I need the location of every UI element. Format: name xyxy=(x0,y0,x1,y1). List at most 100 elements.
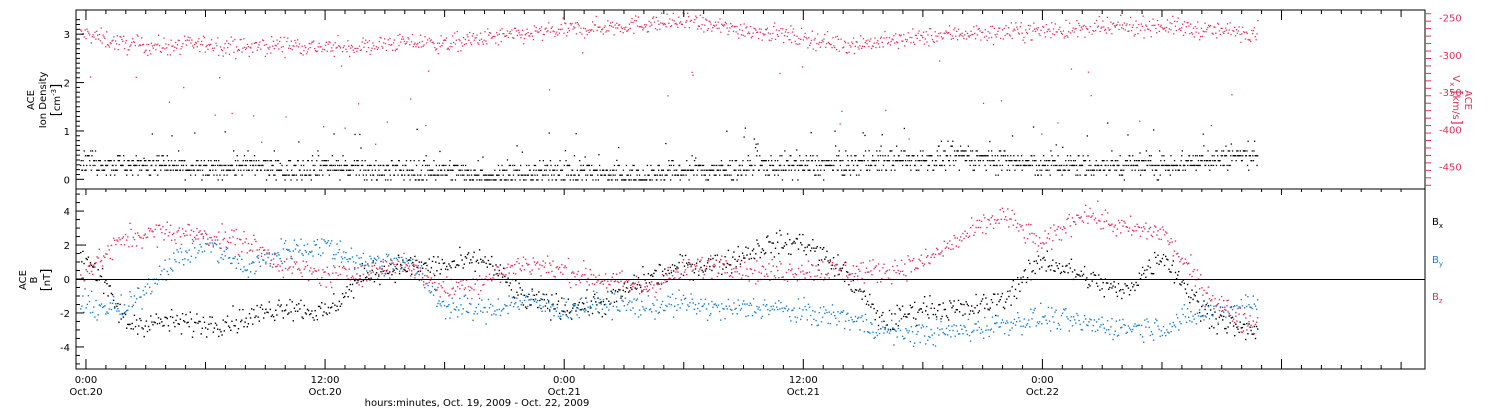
density-point xyxy=(707,179,709,181)
b-point xyxy=(646,290,648,293)
vx-point xyxy=(1104,29,1106,31)
density-point xyxy=(1049,174,1051,176)
density-point xyxy=(358,174,360,176)
vx-point xyxy=(146,43,148,46)
vx-point xyxy=(1081,28,1083,30)
vx-point xyxy=(171,45,173,47)
density-point xyxy=(411,174,413,176)
vx-point xyxy=(1158,30,1160,32)
b-point xyxy=(219,247,221,249)
density-point xyxy=(907,160,909,162)
vx-point xyxy=(747,33,749,35)
vx-point xyxy=(208,43,210,46)
vx-point xyxy=(1139,29,1142,31)
density-point xyxy=(225,169,228,171)
b-point xyxy=(322,314,324,317)
vx-point xyxy=(519,34,521,36)
density-point xyxy=(1184,169,1186,171)
b-point xyxy=(255,315,257,317)
density-point xyxy=(228,169,231,171)
density-point xyxy=(771,164,773,167)
b-point xyxy=(386,272,389,275)
vx-point xyxy=(1225,29,1228,31)
vx-point xyxy=(383,42,385,44)
density-point xyxy=(939,155,941,157)
b-point xyxy=(279,257,281,260)
b-point xyxy=(229,326,231,329)
b-point xyxy=(786,233,789,235)
vx-point xyxy=(245,48,247,51)
b-point xyxy=(520,304,522,306)
density-point xyxy=(590,174,592,176)
b-point xyxy=(783,245,785,247)
vx-point xyxy=(112,39,114,41)
vx-point xyxy=(337,34,339,37)
density-point xyxy=(199,169,201,171)
b-point xyxy=(1178,270,1180,273)
vx-point xyxy=(735,31,737,33)
vx-point xyxy=(322,48,324,50)
b-point xyxy=(351,256,354,258)
vx-point xyxy=(444,39,446,41)
density-point xyxy=(413,160,415,162)
b-point xyxy=(956,309,959,311)
vx-point xyxy=(588,31,590,33)
density-point xyxy=(539,160,541,162)
density-point xyxy=(1035,164,1038,167)
density-point xyxy=(532,179,534,181)
b-point xyxy=(527,305,529,308)
density-point xyxy=(835,160,837,162)
density-point xyxy=(542,160,544,162)
b-point xyxy=(377,255,379,258)
vx-point xyxy=(581,33,583,35)
vx-point xyxy=(1015,22,1017,24)
vx-point xyxy=(862,38,865,40)
b-point xyxy=(624,291,627,293)
density-point xyxy=(356,160,358,162)
density-point xyxy=(1166,164,1169,167)
density-point xyxy=(522,174,524,176)
b-point xyxy=(425,262,427,264)
vx-point xyxy=(738,37,740,39)
vx-point xyxy=(976,34,978,36)
b-point xyxy=(402,261,404,263)
density-point xyxy=(271,164,273,167)
density-point xyxy=(429,169,431,171)
density-point xyxy=(204,174,207,176)
density-point xyxy=(100,164,103,167)
density-point xyxy=(328,169,330,171)
b-point xyxy=(293,307,296,309)
vx-point xyxy=(479,39,481,41)
b-point xyxy=(712,257,714,260)
vx-point xyxy=(991,36,993,39)
density-point xyxy=(848,164,850,167)
density-point xyxy=(953,164,955,167)
b-point xyxy=(713,266,715,268)
b-point xyxy=(625,287,628,289)
density-point xyxy=(145,160,147,162)
vx-point xyxy=(525,33,527,35)
vx-point xyxy=(1115,24,1117,27)
b-point xyxy=(967,305,970,307)
density-point xyxy=(648,174,650,176)
b-point xyxy=(253,261,255,264)
b-point xyxy=(656,299,658,301)
b-point xyxy=(1168,268,1170,270)
b-point xyxy=(600,303,602,305)
b-point xyxy=(181,313,184,315)
density-point xyxy=(909,164,911,167)
vx-point xyxy=(800,27,803,29)
vx-point xyxy=(454,43,457,45)
b-point xyxy=(632,307,634,309)
density-point xyxy=(398,160,400,162)
b-point xyxy=(952,305,954,307)
density-point xyxy=(1227,150,1229,152)
b-point xyxy=(152,324,154,326)
density-point xyxy=(1083,160,1085,162)
b-point xyxy=(423,263,425,265)
density-point xyxy=(1041,169,1043,171)
b-point xyxy=(444,268,447,270)
b-point xyxy=(953,300,955,302)
density-point xyxy=(1081,164,1084,167)
vx-point xyxy=(253,115,255,117)
